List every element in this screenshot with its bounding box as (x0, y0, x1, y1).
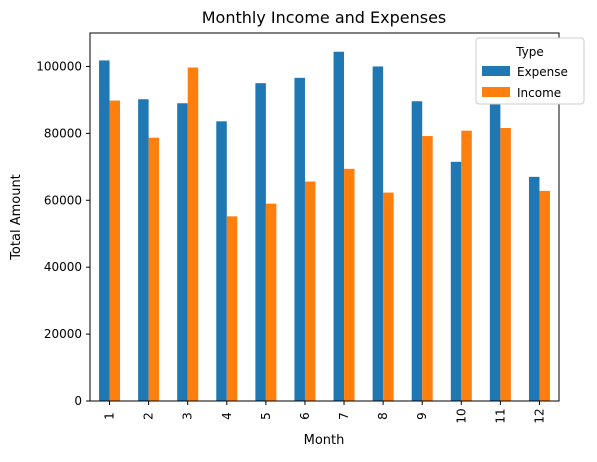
legend-label-income: Income (517, 86, 561, 100)
bar-income-month-9 (422, 136, 433, 402)
bar-income-month-7 (344, 168, 355, 401)
bar-income-month-1 (109, 100, 121, 401)
y-tick-label: 40000 (44, 260, 82, 274)
legend-swatch-income (482, 87, 510, 97)
y-tick-label: 80000 (44, 126, 82, 140)
x-tick-label: 10 (454, 408, 468, 423)
y-tick-label: 100000 (36, 59, 82, 73)
x-tick-label: 7 (337, 412, 351, 420)
y-tick-label: 20000 (44, 327, 82, 341)
y-tick-label: 0 (74, 394, 82, 408)
legend-label-expense: Expense (517, 65, 568, 79)
y-tick-label: 60000 (44, 193, 82, 207)
x-tick-label: 9 (415, 412, 429, 420)
bar-income-month-4 (226, 216, 238, 401)
bar-income-month-2 (148, 137, 160, 402)
bar-income-month-12 (539, 190, 550, 401)
bar-income-month-11 (500, 128, 511, 401)
bar-expense-month-2 (138, 99, 149, 402)
legend: Type Expense Income (475, 37, 585, 105)
bar-income-month-6 (304, 181, 316, 401)
bar-expense-month-10 (450, 161, 462, 401)
chart-title: Monthly Income and Expenses (202, 8, 447, 27)
bar-expense-month-12 (528, 176, 540, 401)
bar-expense-month-1 (99, 60, 110, 401)
bar-expense-month-8 (372, 66, 384, 402)
x-tick-label: 12 (532, 408, 546, 423)
x-tick-label: 1 (103, 412, 117, 420)
bar-expense-month-5 (255, 83, 266, 401)
bar-expense-month-3 (177, 103, 188, 401)
bar-series-group (99, 51, 550, 402)
x-axis-ticks: 1 2 3 4 5 6 7 8 9 10 11 12 (103, 401, 546, 424)
x-tick-label: 3 (181, 412, 195, 420)
y-axis-ticks: 0 20000 40000 60000 80000 100000 (36, 59, 90, 408)
x-tick-label: 5 (259, 412, 273, 420)
bar-expense-month-7 (333, 51, 345, 401)
x-tick-label: 2 (142, 412, 156, 420)
bar-income-month-10 (461, 130, 472, 402)
bar-income-month-5 (265, 203, 277, 401)
y-axis-label: Total Amount (9, 174, 24, 261)
bar-expense-month-9 (411, 101, 423, 401)
legend-title: Type (515, 45, 544, 59)
bar-expense-month-11 (489, 98, 501, 402)
plot-frame (89, 32, 560, 402)
bar-expense-month-4 (216, 121, 227, 401)
legend-swatch-expense (482, 66, 510, 76)
legend-items: Expense Income (482, 65, 568, 100)
bar-expense-month-6 (294, 77, 305, 401)
bar-income-month-8 (383, 192, 394, 401)
x-axis-label: Month (304, 433, 345, 448)
bar-income-month-3 (187, 67, 199, 401)
x-tick-label: 11 (493, 408, 507, 423)
x-tick-label: 6 (298, 412, 312, 420)
x-tick-label: 4 (220, 412, 234, 420)
x-tick-label: 8 (376, 412, 390, 420)
